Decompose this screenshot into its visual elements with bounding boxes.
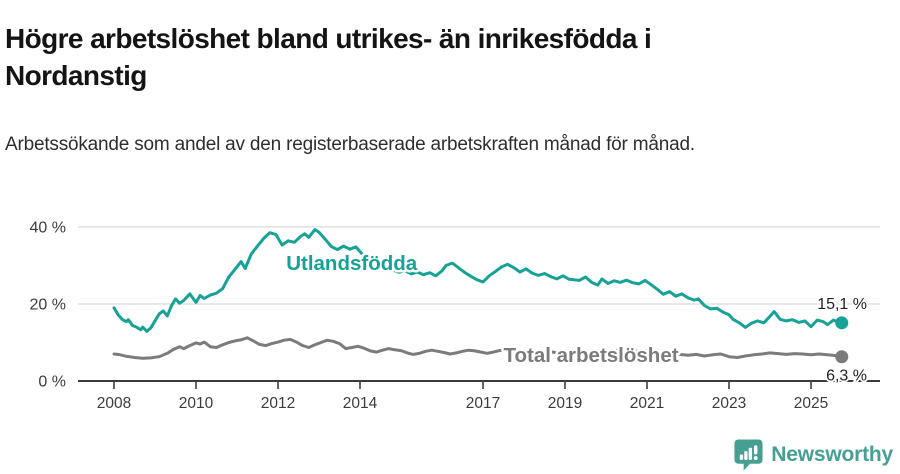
series-inline-label: Utlandsfödda [286, 252, 418, 275]
exclamation-stem [754, 445, 758, 455]
bar-3 [748, 447, 753, 460]
end-value-label: 15,1 % [817, 296, 867, 313]
x-axis-tick-label: 2019 [548, 395, 582, 412]
x-axis-tick-label: 2008 [97, 395, 131, 412]
bar-1 [740, 454, 744, 460]
chart-subtitle: Arbetssökande som andel av den registerb… [5, 134, 695, 155]
x-axis-tick-label: 2010 [179, 395, 214, 412]
x-axis-tick-label: 2017 [466, 395, 500, 412]
series-end-dot [835, 316, 849, 330]
x-axis-tick-label: 2014 [343, 395, 378, 412]
x-axis-tick-label: 2012 [261, 395, 295, 412]
series-line-total [112, 336, 844, 360]
series-inline-label: Total arbetslöshet [504, 344, 679, 367]
y-axis-tick-label: 20 % [30, 296, 66, 313]
exclamation-dot [754, 456, 758, 461]
y-axis-tick-label: 0 % [38, 374, 66, 391]
series-line-utlandsfodda [112, 228, 844, 333]
speech-bubble-bar-chart-icon [734, 439, 763, 471]
newsworthy-logo[interactable]: Newsworthy [733, 438, 893, 471]
x-axis-tick-label: 2021 [630, 395, 664, 412]
page-title: Högre arbetslöshet bland utrikes- än inr… [5, 22, 652, 91]
x-axis-tick-label: 2025 [794, 395, 828, 412]
bar-2 [744, 451, 748, 460]
series-end-dot [835, 350, 849, 364]
x-axis-tick-label: 2023 [712, 395, 746, 412]
y-axis-tick-label: 40 % [30, 219, 66, 236]
end-value-label: 6,3 % [826, 368, 867, 385]
brand-name: Newsworthy [771, 442, 893, 466]
